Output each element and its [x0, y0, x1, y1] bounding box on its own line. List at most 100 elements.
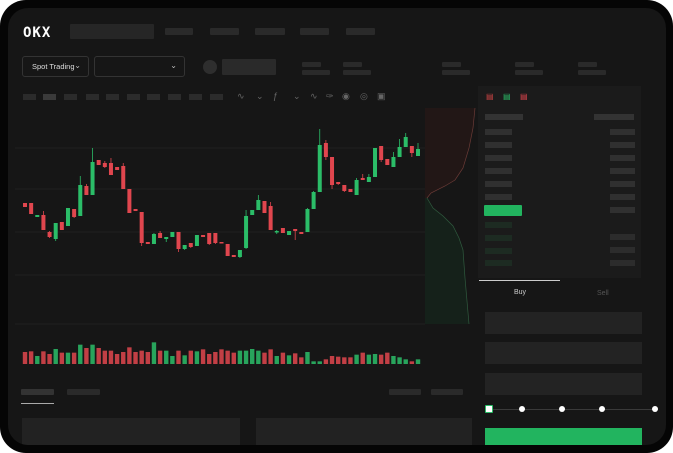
timeframe-button[interactable]: [86, 94, 99, 100]
candle[interactable]: [207, 233, 212, 244]
candle[interactable]: [348, 189, 353, 192]
line-tool-icon[interactable]: ⌄: [256, 91, 264, 101]
candle[interactable]: [391, 157, 396, 167]
nav-item[interactable]: [300, 28, 329, 35]
candle[interactable]: [416, 149, 420, 156]
candle[interactable]: [213, 233, 218, 243]
sell-tab[interactable]: Sell: [597, 290, 609, 297]
timeframe-button[interactable]: [23, 94, 36, 100]
amount-slider-handle[interactable]: [485, 405, 493, 413]
candle[interactable]: [409, 146, 414, 153]
candle[interactable]: [121, 166, 126, 189]
slider-step-100[interactable]: [652, 406, 658, 412]
magnet-icon[interactable]: ◉: [342, 91, 350, 101]
candle[interactable]: [262, 201, 267, 213]
candle[interactable]: [145, 242, 150, 244]
timeframe-button[interactable]: [64, 94, 77, 100]
candle[interactable]: [256, 200, 261, 210]
candle[interactable]: [330, 157, 335, 185]
candle[interactable]: [293, 229, 298, 231]
slider-step-25[interactable]: [519, 406, 525, 412]
orderbook-bids-icon[interactable]: ▤: [503, 92, 511, 101]
candle[interactable]: [385, 159, 390, 165]
candle[interactable]: [151, 234, 156, 244]
candle[interactable]: [96, 160, 101, 165]
candle[interactable]: [59, 222, 64, 230]
candle[interactable]: [311, 192, 316, 209]
candle[interactable]: [188, 243, 193, 247]
buy-button[interactable]: [485, 428, 642, 445]
amount-slider-track[interactable]: [490, 409, 658, 410]
wave-icon[interactable]: ∿: [310, 91, 318, 101]
timeframe-button[interactable]: [210, 94, 223, 100]
fx-icon[interactable]: ƒ: [273, 91, 279, 101]
candle[interactable]: [170, 232, 175, 237]
pair-dropdown[interactable]: ⌄: [94, 56, 185, 77]
slider-step-50[interactable]: [559, 406, 565, 412]
timeframe-button[interactable]: [127, 94, 140, 100]
spot-trading-dropdown[interactable]: Spot Trading ⌄: [22, 56, 89, 77]
candle[interactable]: [268, 206, 273, 230]
candle[interactable]: [274, 231, 279, 233]
candle[interactable]: [72, 209, 77, 217]
candle[interactable]: [90, 162, 95, 195]
timeframe-button[interactable]: [147, 94, 160, 100]
pen-icon[interactable]: ✑: [326, 91, 334, 101]
candlestick-chart[interactable]: [15, 120, 425, 370]
candle[interactable]: [354, 180, 359, 195]
candle[interactable]: [133, 209, 138, 211]
timeframe-button[interactable]: [106, 94, 119, 100]
okx-logo[interactable]: OKX: [23, 25, 52, 41]
orderbook-both-icon[interactable]: ▤: [486, 92, 494, 101]
candle[interactable]: [287, 231, 292, 235]
candle[interactable]: [115, 167, 120, 170]
timeframe-button[interactable]: [168, 94, 181, 100]
expand-icon[interactable]: ▣: [377, 91, 386, 101]
orders-tab[interactable]: [21, 389, 54, 395]
candle[interactable]: [23, 203, 27, 207]
candle[interactable]: [47, 232, 52, 237]
candle[interactable]: [139, 212, 144, 243]
buy-tab[interactable]: Buy: [514, 289, 527, 296]
candle[interactable]: [53, 223, 58, 239]
candle[interactable]: [65, 208, 70, 226]
search-bar[interactable]: [70, 24, 154, 39]
candle[interactable]: [250, 210, 255, 215]
candle[interactable]: [237, 250, 242, 257]
candle[interactable]: [397, 147, 402, 157]
candle[interactable]: [323, 143, 328, 157]
candle[interactable]: [366, 177, 371, 182]
candle[interactable]: [225, 244, 230, 256]
candle[interactable]: [182, 245, 187, 249]
candle[interactable]: [299, 232, 304, 234]
nav-item[interactable]: [210, 28, 239, 35]
nav-item[interactable]: [346, 28, 375, 35]
nav-item[interactable]: [255, 28, 285, 35]
candle[interactable]: [305, 209, 310, 232]
price-input[interactable]: [485, 312, 642, 334]
amount-input[interactable]: [485, 342, 642, 364]
candle[interactable]: [336, 182, 341, 184]
candle[interactable]: [379, 146, 384, 160]
total-input[interactable]: [485, 373, 642, 395]
candle[interactable]: [41, 215, 46, 230]
candle[interactable]: [373, 148, 378, 177]
candle[interactable]: [194, 235, 199, 246]
candle[interactable]: [219, 242, 224, 244]
candle[interactable]: [280, 228, 285, 233]
timeframe-button-active[interactable]: [43, 94, 56, 100]
candle[interactable]: [317, 145, 322, 192]
candle[interactable]: [403, 137, 408, 147]
candle[interactable]: [244, 216, 249, 248]
candle[interactable]: [342, 185, 347, 191]
target-icon[interactable]: ◎: [360, 91, 368, 101]
candle[interactable]: [127, 189, 132, 213]
filter-button[interactable]: [431, 389, 463, 395]
chevron-down-icon[interactable]: ⌄: [293, 91, 301, 101]
candle[interactable]: [108, 163, 113, 175]
filter-button[interactable]: [389, 389, 421, 395]
candle[interactable]: [176, 232, 181, 249]
nav-item[interactable]: [165, 28, 193, 35]
history-tab[interactable]: [67, 389, 100, 395]
candle[interactable]: [84, 186, 89, 195]
